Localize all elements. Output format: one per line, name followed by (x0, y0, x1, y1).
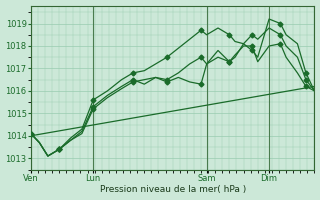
X-axis label: Pression niveau de la mer( hPa ): Pression niveau de la mer( hPa ) (100, 185, 246, 194)
